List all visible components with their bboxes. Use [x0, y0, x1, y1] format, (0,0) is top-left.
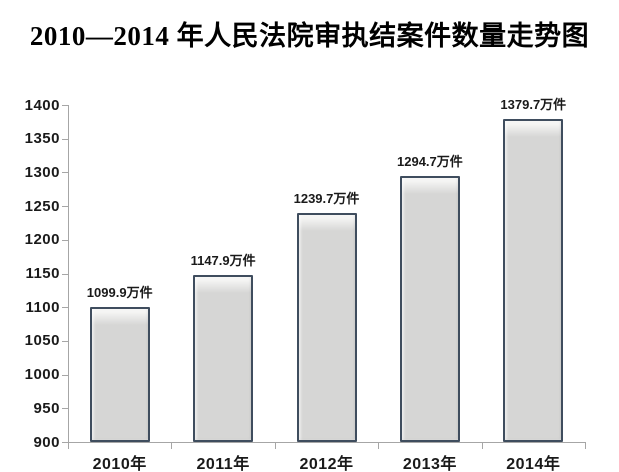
bar: [399, 175, 460, 442]
y-axis-tick: [62, 239, 69, 241]
x-axis-tick: [274, 443, 276, 449]
bar: [296, 213, 357, 442]
y-axis-tick: [62, 105, 69, 106]
x-axis-category-label: 2014年: [506, 456, 561, 472]
y-axis-tick-label: 1050: [24, 332, 60, 350]
chart-title: 2010—2014 年人民法院审执结案件数量走势图: [29, 21, 590, 51]
y-axis-tick-label: 1100: [25, 298, 60, 316]
y-axis-tick-label: 1350: [24, 130, 60, 148]
y-axis-tick-label: 1150: [25, 265, 60, 282]
y-axis-tick: [62, 172, 69, 174]
y-axis-tick-label: 950: [33, 399, 60, 417]
x-axis-tick: [585, 443, 586, 449]
bar-value-label: 1239.7万件: [293, 191, 360, 207]
x-axis-tick: [378, 443, 380, 449]
bar: [193, 274, 254, 442]
y-axis-tick: [62, 206, 69, 208]
y-axis-tick: [62, 374, 69, 376]
x-axis-tick: [171, 443, 173, 449]
y-axis-tick: [62, 408, 69, 410]
x-axis-line: [68, 442, 586, 443]
y-axis-tick: [62, 442, 69, 443]
bar-value-label: 1379.7万件: [500, 96, 567, 112]
bar-value-label: 1294.7万件: [397, 153, 463, 169]
y-axis-tick-label: 900: [33, 433, 60, 451]
y-axis-tick: [62, 273, 69, 275]
y-axis-tick: [62, 340, 69, 342]
y-axis-tick-label: 1400: [24, 96, 60, 114]
y-axis-tick-label: 1250: [24, 197, 60, 215]
y-axis-tick-label: 1200: [24, 231, 60, 249]
x-axis-tick: [68, 443, 69, 449]
y-axis-tick-label: 1300: [24, 163, 60, 181]
y-axis-tick-label: 1000: [24, 366, 60, 384]
bar-value-label: 1147.9万件: [190, 252, 256, 268]
x-axis-category-label: 2011年: [196, 456, 250, 472]
y-axis-tick: [62, 138, 69, 140]
x-axis-tick: [481, 443, 483, 449]
y-axis-tick: [62, 307, 69, 309]
bar: [89, 307, 150, 442]
x-axis-category-label: 2012年: [299, 456, 354, 472]
x-axis-category-label: 2010年: [92, 456, 147, 472]
bar: [503, 118, 564, 442]
x-axis-category-label: 2013年: [402, 456, 457, 472]
bar-value-label: 1099.9万件: [86, 285, 153, 301]
